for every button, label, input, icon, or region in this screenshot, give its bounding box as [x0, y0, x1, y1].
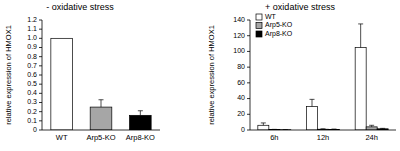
legend-swatch: [256, 23, 262, 29]
y-tick: [247, 51, 250, 52]
legend-swatch: [256, 31, 262, 37]
y-tick-label: 60: [237, 79, 245, 86]
y-tick-label: 0.5: [27, 80, 37, 87]
y-tick-label: 0: [241, 126, 245, 133]
figure: - oxidative stress relative expression of…: [0, 0, 400, 151]
y-tick: [247, 130, 250, 131]
error-bar-stem: [101, 100, 102, 107]
error-bar: [321, 128, 326, 129]
error-bar-stem: [360, 24, 361, 48]
title: - oxidative stress: [46, 2, 114, 12]
panel: + oxidative stress relative expression of…: [207, 2, 396, 142]
x-tick-label: WT: [56, 133, 68, 142]
error-bar-cap: [138, 110, 143, 111]
y-axis: [42, 20, 43, 130]
chart-svg: - oxidative stress relative expression of…: [0, 0, 400, 151]
bar: [366, 127, 377, 130]
y-axis-label: relative expression of HMOX1: [207, 25, 216, 125]
y-tick: [39, 38, 42, 39]
bar: [307, 106, 318, 130]
y-tick: [247, 98, 250, 99]
y-axis-label: relative expression of HMOX1: [4, 25, 13, 125]
y-tick: [247, 67, 250, 68]
error-bar-stem: [140, 111, 141, 116]
x-tick-label: Arp8-KO: [126, 133, 155, 142]
error-bar: [310, 99, 315, 106]
legend-label: Arp5-KO: [265, 21, 293, 29]
x-tick-label: 12h: [317, 133, 330, 142]
y-tick-label: 1.2: [27, 16, 37, 23]
y-tick-label: 20: [237, 110, 245, 117]
bar: [51, 38, 73, 130]
y-tick-label: 0: [33, 126, 37, 133]
legend-swatch: [256, 14, 262, 20]
y-tick: [39, 65, 42, 66]
y-tick-label: 120: [233, 32, 245, 39]
y-tick-label: 0.1: [27, 117, 37, 124]
y-tick: [247, 114, 250, 115]
y-tick-label: 100: [233, 47, 245, 54]
y-tick-label: 140: [233, 16, 245, 23]
error-bar-cap: [310, 99, 315, 100]
y-tick-label: 0.6: [27, 71, 37, 78]
y-tick-label: 40: [237, 94, 245, 101]
x-axis: [42, 130, 160, 131]
error-bar-cap: [380, 128, 385, 129]
x-tick-label: 6h: [270, 133, 278, 142]
y-tick: [39, 56, 42, 57]
error-bar-cap: [369, 125, 374, 126]
error-bar: [261, 123, 266, 125]
error-bar: [369, 125, 374, 127]
legend: WTArp5-KOArp8-KO: [256, 13, 293, 38]
y-tick: [39, 93, 42, 94]
y-tick: [39, 102, 42, 103]
y-tick: [39, 84, 42, 85]
y-tick: [39, 75, 42, 76]
x-axis: [250, 130, 396, 131]
error-bar: [138, 111, 143, 116]
y-tick-label: 0.3: [27, 98, 37, 105]
legend-label: WT: [265, 13, 277, 20]
error-bar-cap: [358, 23, 363, 24]
bar: [90, 107, 112, 130]
y-tick: [247, 20, 250, 21]
y-tick-label: 0.8: [27, 53, 37, 60]
marks: [51, 38, 151, 130]
y-tick: [39, 120, 42, 121]
bar: [130, 115, 152, 130]
title: + oxidative stress: [265, 2, 335, 12]
bar: [355, 48, 366, 131]
error-bar-stem: [263, 123, 264, 125]
y-axis: [250, 20, 251, 130]
y-tick-label: 0.2: [27, 108, 37, 115]
y-tick: [39, 29, 42, 30]
x-tick-label: Arp5-KO: [86, 133, 115, 142]
error-bar-cap: [261, 122, 266, 123]
y-tick: [39, 47, 42, 48]
x-tick-label: 24h: [365, 133, 378, 142]
y-tick: [39, 111, 42, 112]
marks: [258, 24, 388, 130]
error-bar-cap: [332, 129, 337, 130]
error-bar: [99, 100, 104, 107]
y-tick-label: 0.9: [27, 43, 37, 50]
y-tick-label: 0.7: [27, 62, 37, 69]
panel: - oxidative stress relative expression of…: [4, 2, 160, 142]
bar: [258, 125, 269, 130]
error-bar-cap: [99, 99, 104, 100]
error-bar-cap: [321, 128, 326, 129]
y-tick-label: 1.1: [27, 25, 37, 32]
y-tick-label: 0.4: [27, 89, 37, 96]
y-tick: [39, 20, 42, 21]
error-bar: [380, 128, 385, 129]
y-tick: [39, 130, 42, 131]
y-tick-label: 1.0: [27, 34, 37, 41]
y-tick: [247, 82, 250, 83]
y-tick: [247, 35, 250, 36]
error-bar: [358, 24, 363, 48]
y-tick-label: 80: [237, 63, 245, 70]
legend-label: Arp8-KO: [265, 30, 293, 38]
error-bar-stem: [312, 99, 313, 106]
